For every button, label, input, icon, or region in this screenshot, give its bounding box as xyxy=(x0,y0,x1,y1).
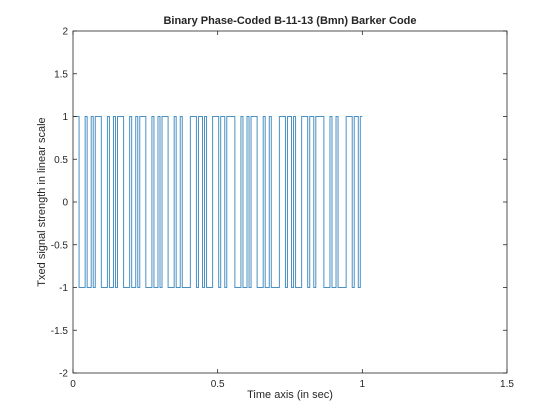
axes-background xyxy=(73,31,507,373)
y-tick-label: -0.5 xyxy=(51,240,69,251)
y-axis-label: Txed signal strength in linear scale xyxy=(36,117,48,286)
x-axis-label: Time axis (in sec) xyxy=(247,389,333,401)
x-tick-label: 0 xyxy=(70,379,76,390)
y-tick-label: 0.5 xyxy=(54,155,68,166)
chart-title: Binary Phase-Coded B-11-13 (Bmn) Barker … xyxy=(163,15,416,27)
x-tick-label: 1.5 xyxy=(500,379,514,390)
ticks-layer: 0 0.5 1 1.5 -2 -1.5 -1 -0.5 0 0.5 1 1.5 2 xyxy=(51,27,515,391)
y-tick-label: 2 xyxy=(62,27,68,38)
y-tick-label: -2 xyxy=(59,369,68,380)
series-layer xyxy=(73,116,363,288)
y-tick-label: 0 xyxy=(62,198,68,209)
y-tick-label: -1 xyxy=(59,283,68,294)
y-tick-label: -1.5 xyxy=(51,326,69,337)
x-tick-label: 1 xyxy=(360,379,366,390)
y-tick-label: 1 xyxy=(62,112,68,123)
y-tick-label: 1.5 xyxy=(54,69,68,80)
x-tick-label: 0.5 xyxy=(211,379,225,390)
series-line xyxy=(73,116,363,288)
